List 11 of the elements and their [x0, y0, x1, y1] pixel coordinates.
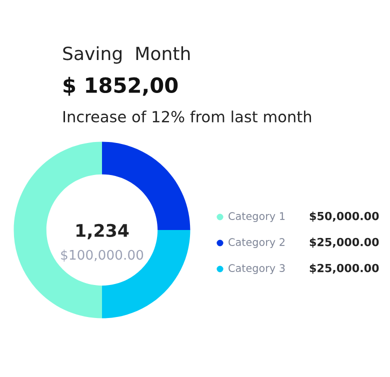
legend-label: Category 3 — [228, 264, 285, 274]
chart-title: Saving Month — [63, 46, 190, 64]
text: Increase of 12% from last month — [64, 110, 311, 122]
data-label: $50,000.00 — [310, 212, 379, 222]
text: 1,234 — [76, 224, 129, 240]
legend-label: Category 2 — [228, 238, 284, 248]
data-label: $25,000.00 — [310, 238, 379, 248]
legend-label: Category 1 — [228, 212, 285, 222]
chart-subtitle: $ 1852,00 — [64, 76, 178, 96]
data-label: $25,000.00 — [310, 264, 379, 274]
text: $100,000.00 — [61, 250, 144, 262]
